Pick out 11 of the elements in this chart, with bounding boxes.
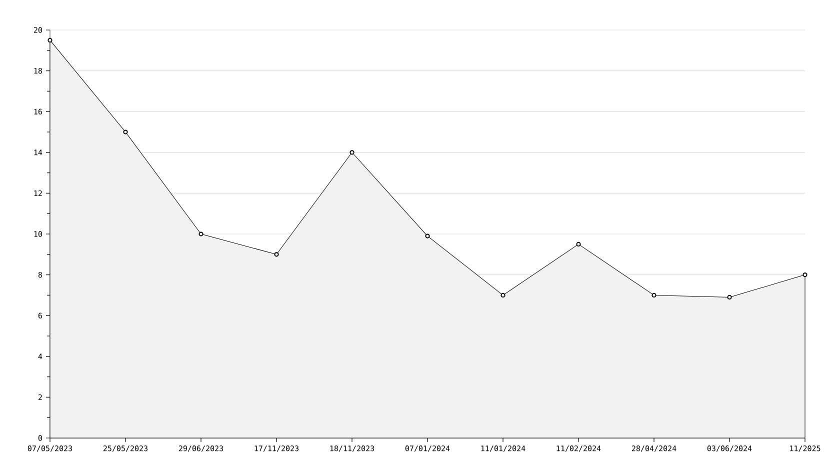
point xyxy=(425,234,430,238)
point xyxy=(48,38,52,42)
point xyxy=(576,242,581,246)
point xyxy=(123,130,128,134)
point xyxy=(198,232,204,236)
point xyxy=(274,252,279,257)
point xyxy=(802,272,808,278)
point xyxy=(727,294,732,300)
point xyxy=(500,292,506,298)
point xyxy=(652,292,656,298)
point xyxy=(350,150,354,155)
